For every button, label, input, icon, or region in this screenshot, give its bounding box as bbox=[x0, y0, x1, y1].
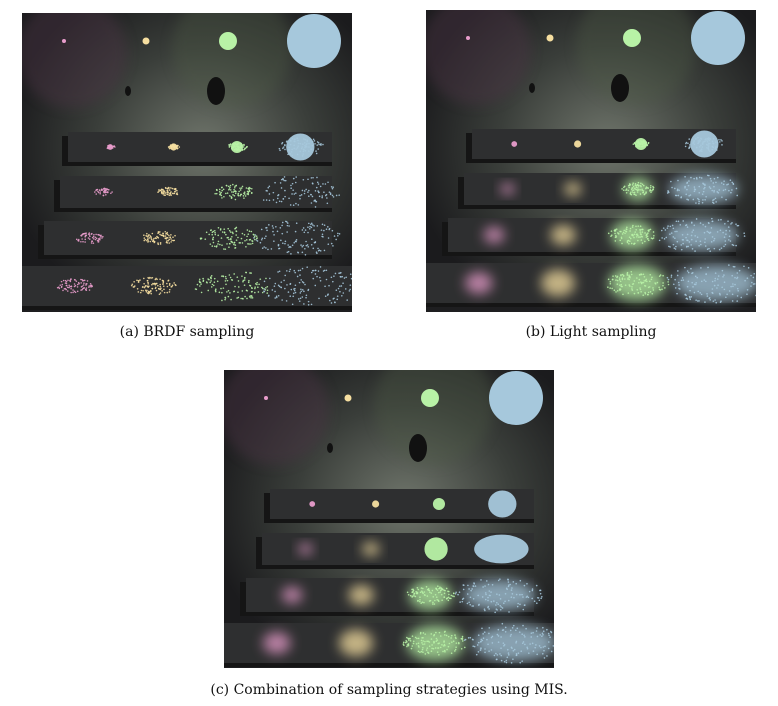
highlight-3-4 bbox=[463, 579, 536, 611]
plate-4 bbox=[22, 266, 352, 306]
highlight-1-1 bbox=[309, 501, 316, 507]
caption-b: (b) Light sampling bbox=[525, 324, 657, 340]
highlight-4-4 bbox=[473, 625, 554, 661]
highlight-4-2 bbox=[339, 629, 373, 657]
highlight-2-1 bbox=[500, 183, 515, 195]
highlight-1-4 bbox=[286, 133, 315, 161]
highlight-3-3 bbox=[610, 219, 654, 251]
highlight-3-1 bbox=[281, 586, 303, 604]
light-source-2 bbox=[142, 37, 150, 45]
highlight-4-1 bbox=[263, 631, 291, 655]
highlight-1-3 bbox=[432, 497, 446, 511]
highlight-3-1 bbox=[483, 226, 505, 244]
light-source-4 bbox=[287, 14, 341, 68]
highlight-2-2 bbox=[362, 542, 380, 556]
highlight-4-2 bbox=[541, 269, 575, 297]
highlight-4-1 bbox=[465, 271, 493, 295]
highlight-4-3 bbox=[608, 265, 666, 301]
light-source-1 bbox=[62, 39, 66, 43]
highlight-1-2 bbox=[170, 143, 178, 151]
light-source-1 bbox=[466, 36, 470, 40]
highlight-3-4 bbox=[665, 219, 738, 251]
highlight-1-3 bbox=[634, 137, 648, 151]
light-source-3 bbox=[421, 389, 439, 407]
highlight-2-2 bbox=[564, 182, 582, 196]
highlight-1-2 bbox=[372, 500, 380, 508]
light-source-2 bbox=[546, 34, 554, 42]
highlight-3-2 bbox=[550, 224, 576, 246]
highlight-2-1 bbox=[298, 543, 313, 555]
highlight-1-3 bbox=[230, 140, 244, 154]
highlight-1-1 bbox=[511, 141, 518, 147]
highlight-1-4 bbox=[690, 130, 719, 158]
scene bbox=[224, 370, 554, 668]
render-image-mis bbox=[224, 370, 554, 668]
render-image-light bbox=[426, 10, 756, 312]
scene bbox=[426, 10, 756, 312]
highlight-2-4 bbox=[669, 174, 738, 204]
highlight-2-3 bbox=[424, 537, 448, 561]
light-source-4 bbox=[489, 371, 543, 425]
highlight-2-3 bbox=[623, 177, 653, 201]
highlight-1-1 bbox=[107, 144, 114, 150]
light-source-3 bbox=[623, 29, 641, 47]
highlight-4-3 bbox=[406, 625, 464, 661]
light-source-3 bbox=[219, 32, 237, 50]
highlight-3-3 bbox=[408, 579, 452, 611]
caption-a: (a) BRDF sampling bbox=[119, 324, 255, 340]
highlight-3-2 bbox=[348, 584, 374, 606]
highlight-1-4 bbox=[488, 490, 517, 518]
light-source-2 bbox=[344, 394, 352, 402]
light-source-1 bbox=[264, 396, 268, 400]
highlight-2-4 bbox=[474, 534, 529, 564]
highlight-1-2 bbox=[574, 140, 582, 148]
highlight-4-4 bbox=[675, 265, 756, 301]
scene bbox=[22, 13, 352, 312]
light-source-4 bbox=[691, 11, 745, 65]
caption-c: (c) Combination of sampling strategies u… bbox=[210, 682, 568, 698]
render-image-brdf bbox=[22, 13, 352, 312]
